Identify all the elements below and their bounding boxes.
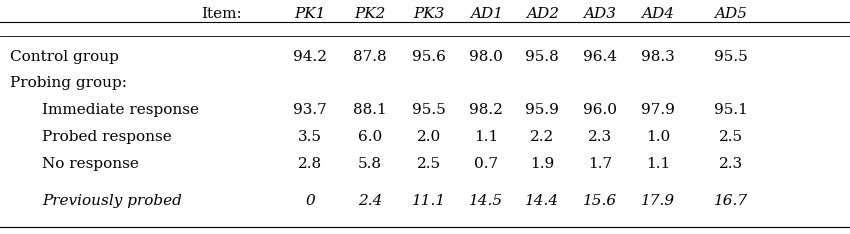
Text: 95.9: 95.9 (525, 103, 559, 117)
Text: 1.0: 1.0 (646, 130, 670, 144)
Text: AD1: AD1 (470, 7, 502, 21)
Text: 2.4: 2.4 (358, 194, 382, 208)
Text: 16.7: 16.7 (714, 194, 748, 208)
Text: AD4: AD4 (642, 7, 674, 21)
Text: 95.5: 95.5 (412, 103, 446, 117)
Text: AD3: AD3 (584, 7, 616, 21)
Text: 2.3: 2.3 (719, 157, 743, 171)
Text: 95.5: 95.5 (714, 50, 748, 64)
Text: 14.4: 14.4 (525, 194, 559, 208)
Text: 98.0: 98.0 (469, 50, 503, 64)
Text: AD2: AD2 (526, 7, 558, 21)
Text: 15.6: 15.6 (583, 194, 617, 208)
Text: No response: No response (42, 157, 139, 171)
Text: PK3: PK3 (414, 7, 445, 21)
Text: Previously probed: Previously probed (42, 194, 183, 208)
Text: 97.9: 97.9 (641, 103, 675, 117)
Text: 2.5: 2.5 (417, 157, 441, 171)
Text: 96.4: 96.4 (583, 50, 617, 64)
Text: 98.2: 98.2 (469, 103, 503, 117)
Text: 6.0: 6.0 (358, 130, 382, 144)
Text: PK2: PK2 (354, 7, 385, 21)
Text: Probing group:: Probing group: (10, 76, 127, 90)
Text: 1.1: 1.1 (474, 130, 498, 144)
Text: 2.3: 2.3 (588, 130, 612, 144)
Text: 96.0: 96.0 (583, 103, 617, 117)
Text: 95.8: 95.8 (525, 50, 559, 64)
Text: 1.9: 1.9 (530, 157, 554, 171)
Text: 3.5: 3.5 (298, 130, 322, 144)
Text: 2.5: 2.5 (719, 130, 743, 144)
Text: Item:: Item: (201, 7, 242, 21)
Text: 87.8: 87.8 (353, 50, 387, 64)
Text: AD5: AD5 (715, 7, 747, 21)
Text: 2.2: 2.2 (530, 130, 554, 144)
Text: 0.7: 0.7 (474, 157, 498, 171)
Text: 0: 0 (305, 194, 315, 208)
Text: 95.6: 95.6 (412, 50, 446, 64)
Text: 1.7: 1.7 (588, 157, 612, 171)
Text: 1.1: 1.1 (646, 157, 670, 171)
Text: 5.8: 5.8 (358, 157, 382, 171)
Text: PK1: PK1 (295, 7, 326, 21)
Text: 98.3: 98.3 (641, 50, 675, 64)
Text: Control group: Control group (10, 50, 119, 64)
Text: 88.1: 88.1 (353, 103, 387, 117)
Text: 2.8: 2.8 (298, 157, 322, 171)
Text: 94.2: 94.2 (293, 50, 327, 64)
Text: 17.9: 17.9 (641, 194, 675, 208)
Text: 11.1: 11.1 (412, 194, 446, 208)
Text: 93.7: 93.7 (293, 103, 327, 117)
Text: 14.5: 14.5 (469, 194, 503, 208)
Text: 95.1: 95.1 (714, 103, 748, 117)
Text: Probed response: Probed response (42, 130, 173, 144)
Text: Immediate response: Immediate response (42, 103, 200, 117)
Text: 2.0: 2.0 (417, 130, 441, 144)
